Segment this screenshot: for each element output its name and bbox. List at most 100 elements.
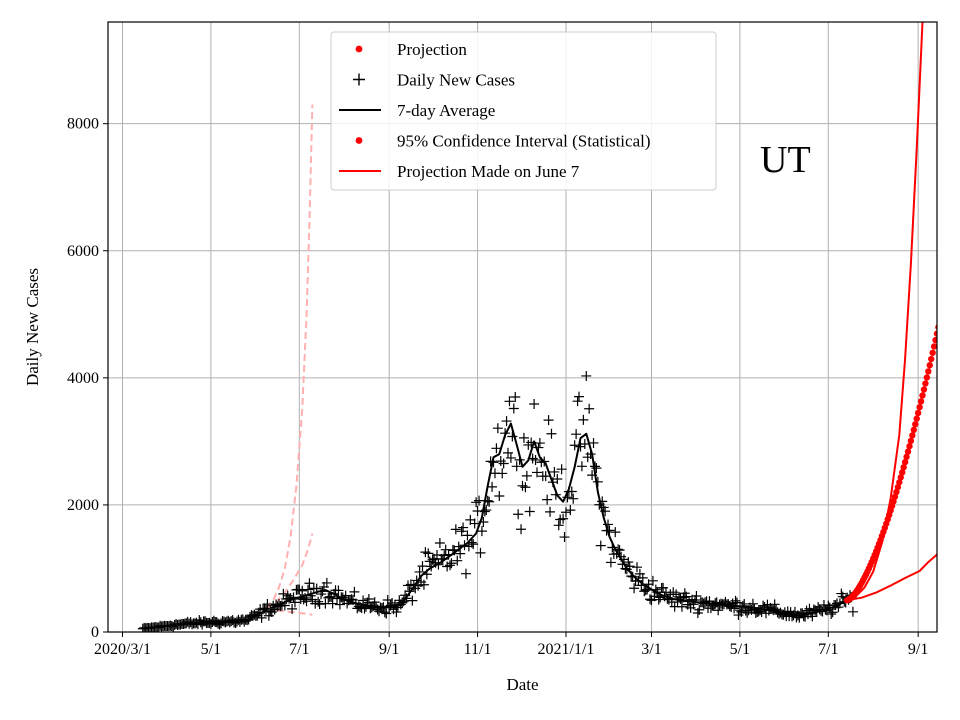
daily-case-point <box>769 599 780 610</box>
series-line-projection-made-on-june-7-upper- <box>265 104 314 609</box>
daily-case-point <box>433 559 444 570</box>
daily-case-point <box>311 583 322 594</box>
daily-case-point <box>585 449 596 460</box>
daily-case-point <box>571 429 582 440</box>
daily-case-point <box>358 595 369 606</box>
daily-case-point <box>620 563 631 574</box>
daily-case-point <box>653 594 664 605</box>
daily-case-point <box>369 597 380 608</box>
projection-dot <box>904 448 912 455</box>
daily-case-point <box>604 525 615 536</box>
daily-case-point <box>417 561 428 572</box>
projection-dot <box>901 458 909 466</box>
daily-case-point <box>655 592 666 603</box>
daily-case-point <box>479 506 490 517</box>
daily-case-point <box>487 481 498 492</box>
daily-case-point <box>459 540 470 551</box>
projection-dot <box>940 304 946 310</box>
series-line-7-day-average <box>142 422 848 630</box>
daily-case-point <box>421 569 432 580</box>
projection-dot <box>926 362 933 369</box>
daily-case-point <box>636 580 647 591</box>
daily-case-point <box>301 596 312 607</box>
x-tick-label: 5/1 <box>201 641 221 658</box>
daily-case-point <box>676 601 687 612</box>
daily-case-point <box>434 538 445 549</box>
y-tick-label: 2000 <box>67 497 99 514</box>
daily-case-point <box>549 466 560 477</box>
daily-case-point <box>476 526 487 537</box>
daily-case-point <box>618 554 629 565</box>
daily-case-point <box>297 585 308 596</box>
daily-case-point <box>503 447 514 458</box>
daily-case-point <box>481 505 492 516</box>
x-tick-label: 7/1 <box>818 641 838 658</box>
daily-case-point <box>553 520 564 531</box>
x-axis-label: Date <box>506 675 538 694</box>
legend-label: Projection Made on June 7 <box>397 162 580 181</box>
daily-case-point <box>552 473 563 484</box>
daily-case-point <box>450 524 461 535</box>
daily-case-point <box>739 598 750 609</box>
legend-label: Daily New Cases <box>397 71 515 90</box>
daily-case-point <box>211 617 222 628</box>
daily-case-point <box>287 603 298 614</box>
projection-dot <box>932 336 937 344</box>
daily-case-point <box>556 464 567 475</box>
daily-case-point <box>807 611 818 622</box>
projection-dot <box>922 380 929 387</box>
projection-dot <box>910 426 918 434</box>
projection-dot <box>938 311 944 317</box>
daily-case-point <box>531 467 542 478</box>
projection-dot <box>896 479 903 486</box>
daily-case-point <box>518 432 529 443</box>
daily-case-point <box>530 454 541 465</box>
daily-case-point <box>401 593 412 604</box>
daily-case-point <box>560 507 571 518</box>
projection-dot <box>951 249 957 255</box>
projection-dot <box>897 474 904 481</box>
axis-ticks: 2020/3/1 5/1 7/1 9/1 11/1 2021/1/1 3/1 5/1 7/1 9/… <box>67 116 928 658</box>
daily-case-point <box>404 586 415 597</box>
projection-dot <box>919 392 926 399</box>
y-tick-label: 8000 <box>67 116 99 133</box>
y-tick-label: 0 <box>91 624 99 641</box>
projection-dot <box>899 469 906 476</box>
daily-case-point <box>501 416 512 427</box>
daily-case-point <box>569 440 580 451</box>
daily-case-point <box>536 457 547 468</box>
daily-case-point <box>334 599 345 610</box>
daily-case-point <box>826 608 837 619</box>
daily-case-point <box>592 476 603 487</box>
projection-dot <box>954 235 960 241</box>
daily-case-point <box>550 489 561 500</box>
daily-case-point <box>607 542 618 553</box>
daily-case-point <box>391 607 402 618</box>
projection-dot <box>945 277 951 283</box>
daily-case-point <box>260 604 271 615</box>
daily-case-point <box>466 537 477 548</box>
projection-dot <box>941 298 947 304</box>
daily-case-point <box>500 428 511 439</box>
daily-case-point <box>265 606 276 617</box>
daily-case-point <box>321 577 332 588</box>
daily-case-point <box>168 621 179 632</box>
daily-case-point <box>513 509 524 520</box>
daily-case-point <box>460 568 471 579</box>
projection-dot <box>894 483 902 491</box>
daily-case-point <box>658 582 669 593</box>
legend-label: 95% Confidence Interval (Statistical) <box>397 132 651 151</box>
daily-case-point <box>691 590 702 601</box>
x-tick-label: 2020/3/1 <box>94 641 151 658</box>
projection-dot <box>942 291 948 297</box>
daily-case-point <box>304 578 315 589</box>
daily-case-point <box>216 618 227 629</box>
daily-case-point <box>453 541 464 552</box>
daily-case-point <box>668 587 679 598</box>
daily-case-point <box>185 617 196 628</box>
daily-case-point <box>546 428 557 439</box>
projection-dot <box>947 270 953 276</box>
daily-case-point <box>446 558 457 569</box>
daily-case-point <box>333 585 344 596</box>
